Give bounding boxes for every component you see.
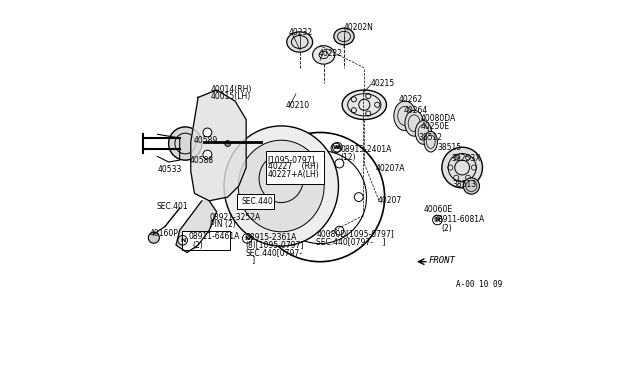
Text: A-00 10 09: A-00 10 09	[456, 280, 502, 289]
Text: ]: ]	[245, 255, 255, 264]
Text: N: N	[244, 236, 250, 241]
Bar	[182, 231, 230, 250]
Text: 40227    (RH): 40227 (RH)	[268, 162, 318, 171]
Ellipse shape	[334, 28, 354, 45]
Ellipse shape	[415, 121, 431, 144]
Polygon shape	[176, 201, 216, 253]
Text: 40015(LH): 40015(LH)	[211, 92, 251, 101]
Text: N: N	[335, 145, 340, 150]
Ellipse shape	[224, 126, 339, 246]
Text: 40262: 40262	[398, 95, 422, 104]
Text: PIN (2): PIN (2)	[210, 220, 236, 229]
Text: 40215: 40215	[371, 79, 395, 88]
Text: 38515: 38515	[437, 143, 461, 152]
Text: 38512: 38512	[419, 133, 443, 142]
Text: SEC.440: SEC.440	[241, 197, 273, 206]
Text: 08911-6081A: 08911-6081A	[434, 215, 485, 224]
Ellipse shape	[312, 46, 335, 64]
Text: 38513: 38513	[452, 180, 476, 189]
Text: FRONT: FRONT	[429, 256, 456, 265]
Text: 40588: 40588	[190, 156, 214, 166]
Circle shape	[203, 150, 212, 159]
Circle shape	[225, 141, 230, 147]
Text: 40210: 40210	[286, 101, 310, 110]
Ellipse shape	[287, 32, 312, 52]
Text: (8)[1095-0797]: (8)[1095-0797]	[245, 241, 304, 250]
Text: 40060E: 40060E	[424, 205, 453, 215]
Text: 40207: 40207	[377, 196, 401, 205]
Ellipse shape	[238, 140, 324, 232]
Polygon shape	[191, 90, 246, 201]
Ellipse shape	[424, 131, 437, 152]
Text: N: N	[180, 238, 186, 243]
Text: 40533: 40533	[157, 165, 182, 174]
Bar	[266, 151, 324, 184]
Text: N: N	[435, 218, 440, 222]
Text: 40014(RH): 40014(RH)	[211, 85, 252, 94]
Text: SEC.401: SEC.401	[157, 202, 188, 211]
Circle shape	[442, 147, 483, 188]
Text: SEC.440[0797-    ]: SEC.440[0797- ]	[316, 237, 386, 246]
Circle shape	[148, 232, 159, 243]
Text: [1095-0797]: [1095-0797]	[268, 155, 315, 164]
Text: 40589: 40589	[194, 137, 218, 145]
Text: (2): (2)	[193, 241, 204, 250]
Text: 40207A: 40207A	[376, 164, 406, 173]
Text: 40080D[1095-0797]: 40080D[1095-0797]	[316, 229, 394, 238]
Circle shape	[168, 127, 202, 160]
Text: 40080DA: 40080DA	[420, 114, 456, 123]
Text: 40227+A(LH): 40227+A(LH)	[268, 170, 319, 179]
Ellipse shape	[394, 101, 416, 131]
Text: 08915-2361A: 08915-2361A	[245, 233, 297, 242]
Text: 08911-6461A: 08911-6461A	[188, 232, 239, 241]
Ellipse shape	[342, 90, 387, 119]
Circle shape	[463, 178, 479, 194]
Ellipse shape	[405, 110, 424, 136]
Text: 39253X: 39253X	[451, 154, 481, 163]
Text: (12): (12)	[340, 153, 356, 162]
Text: 40202N: 40202N	[343, 23, 373, 32]
Text: (2): (2)	[441, 224, 452, 233]
Text: 40160P: 40160P	[149, 229, 179, 238]
Text: 40264: 40264	[404, 106, 428, 115]
Text: 40232: 40232	[289, 28, 313, 37]
Circle shape	[203, 128, 212, 137]
Text: 08915-2401A: 08915-2401A	[340, 145, 392, 154]
Text: SEC.440[0797-: SEC.440[0797-	[245, 248, 303, 257]
Text: 08921-3252A: 08921-3252A	[210, 213, 261, 222]
Bar	[237, 194, 274, 209]
Text: W: W	[332, 145, 339, 150]
Text: 40250E: 40250E	[420, 122, 449, 131]
Text: 40222: 40222	[319, 49, 343, 58]
